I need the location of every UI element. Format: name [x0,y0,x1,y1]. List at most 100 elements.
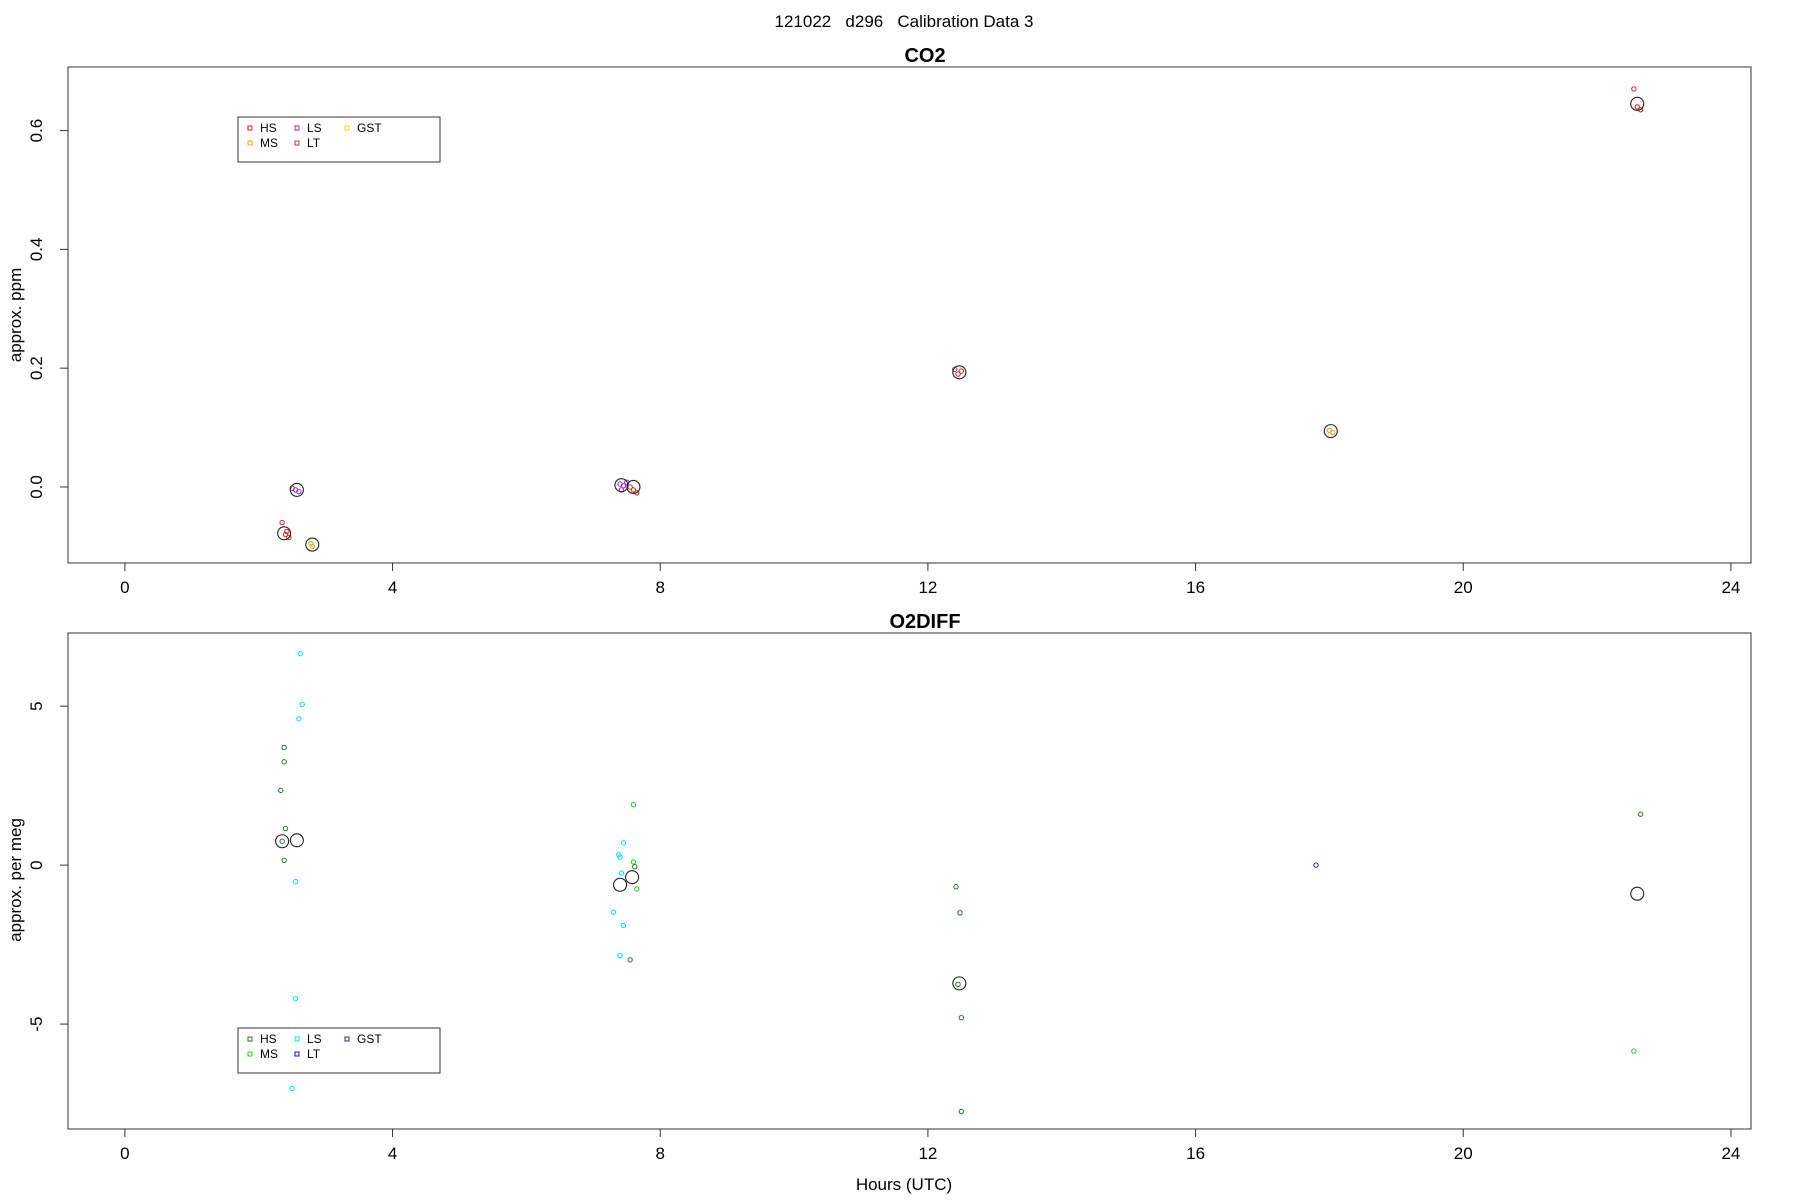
o2diff-x-tick-label: 4 [388,1144,397,1163]
co2-point-hs [1631,86,1637,92]
o2diff-point-gst [1313,862,1319,868]
o2diff-x-tick-label: 12 [918,1144,937,1163]
co2-legend-box [237,116,441,163]
o2diff-point-ls [292,878,299,885]
o2diff-point-ls [297,650,303,657]
o2diff-panel: O2DIFF approx. per meg Hours (UTC) 0 4 8 12… [6,611,1752,1194]
co2-legend-label-lt: LT [307,136,321,150]
co2-point-ms [309,543,315,550]
o2diff-mean-marker [275,834,290,849]
co2-mean-marker [1323,424,1338,439]
o2diff-legend-label-ls: LS [307,1032,322,1046]
o2diff-legend-label-ms: MS [260,1047,278,1061]
co2-legend-swatch-lt [294,140,300,146]
co2-legend-swatch-ls [294,125,300,131]
o2diff-legend-swatch-lt [294,1051,300,1057]
o2diff-point-ls [620,922,627,929]
co2-x-tick-label: 16 [1186,578,1205,597]
o2diff-y-tick-label: 5 [27,701,46,710]
o2diff-point-ls [610,909,617,915]
o2diff-mean-marker [289,833,304,848]
co2-point-hs [955,371,961,377]
o2diff-legend-swatch-ms [247,1051,253,1057]
o2diff-point-hs [955,981,961,988]
o2diff-x-tick-label: 0 [120,1144,129,1163]
co2-legend-swatch-gst [344,125,350,131]
o2diff-x-tick-label: 16 [1186,1144,1205,1163]
co2-legend-swatch-ms [247,140,253,146]
o2diff-point-hs [958,1015,965,1021]
o2diff-point-ls [620,840,627,846]
o2diff-point-hs [279,838,285,844]
co2-legend-swatch-hs [247,125,253,131]
co2-point-hs [1634,104,1640,110]
o2diff-legend-swatch-hs [247,1036,253,1042]
co2-x-tick-label: 24 [1721,578,1740,597]
o2diff-point-ls [289,1085,295,1092]
co2-point-hs [958,368,965,374]
co2-mean-marker [305,537,320,552]
co2-point-ls [296,489,302,495]
o2diff-point-hs [627,957,633,963]
o2diff-point-ms [634,886,640,892]
o2diff-point-hs [281,759,287,765]
o2diff-x-tick-label: 8 [655,1144,664,1163]
o2diff-legend-label-gst: GST [357,1032,382,1046]
o2diff-point-hs [958,1108,965,1115]
co2-point-hs [279,519,285,526]
o2diff-point-hs [953,884,959,890]
o2diff-legend-swatch-ls [294,1036,300,1042]
co2-mean-marker [952,365,967,380]
co2-legend-label-hs: HS [260,121,277,135]
co2-mean-marker [626,479,641,495]
o2diff-y-tick-label: -5 [27,1017,46,1032]
co2-x-tick-label: 0 [120,578,129,597]
o2diff-point-ls [618,870,625,876]
co2-point-ls [620,483,627,489]
co2-point-hs [282,531,289,538]
o2diff-y-axis-label: approx. per meg [6,818,25,942]
o2diff-title: O2DIFF [889,611,960,633]
o2diff-point-ls [296,716,302,722]
co2-y-tick-label: 0.4 [27,238,46,262]
co2-point-hs [630,487,637,493]
co2-mean-marker [614,478,629,493]
o2diff-point-hs [957,910,963,916]
co2-x-axis: 0 4 8 12 16 20 24 [120,562,1740,597]
co2-x-tick-label: 20 [1454,578,1473,597]
co2-mean-marker [277,526,292,541]
o2diff-point-ms [630,859,637,865]
co2-x-tick-label: 8 [655,578,664,597]
o2diff-legend-swatch-gst [344,1036,350,1042]
co2-mean-marker [289,482,304,497]
o2diff-point-ls [617,854,623,860]
o2diff-legend-label-hs: HS [260,1032,277,1046]
co2-legend-label-ls: LS [307,121,322,135]
co2-y-tick-label: 0.2 [27,356,46,380]
o2diff-point-hs [1637,811,1644,817]
co2-data-points [277,86,1645,552]
o2diff-mean-marker [613,877,628,892]
co2-legend-label-ms: MS [260,136,278,150]
o2diff-mean-marker [952,976,967,991]
o2diff-point-ls [292,995,299,1002]
co2-mean-marker [1630,96,1645,111]
o2diff-point-hs [281,744,287,751]
o2diff-mean-marker [1630,886,1645,901]
co2-point-hs [284,528,290,535]
o2diff-point-hs [278,787,284,794]
o2diff-y-axis: -5 0 5 [27,701,69,1032]
co2-y-tick-label: 0.6 [27,119,46,143]
o2diff-x-axis-label: Hours (UTC) [856,1175,952,1194]
co2-y-tick-label: 0.0 [27,475,46,499]
o2diff-point-ms [1631,1048,1637,1054]
co2-point-ms [308,540,314,547]
o2diff-mean-marker [625,870,640,885]
co2-point-lt [627,484,633,490]
co2-point-ms [1330,429,1336,436]
co2-x-tick-label: 12 [918,578,937,597]
o2diff-legend-label-lt: LT [307,1047,321,1061]
co2-point-hs [286,534,292,541]
